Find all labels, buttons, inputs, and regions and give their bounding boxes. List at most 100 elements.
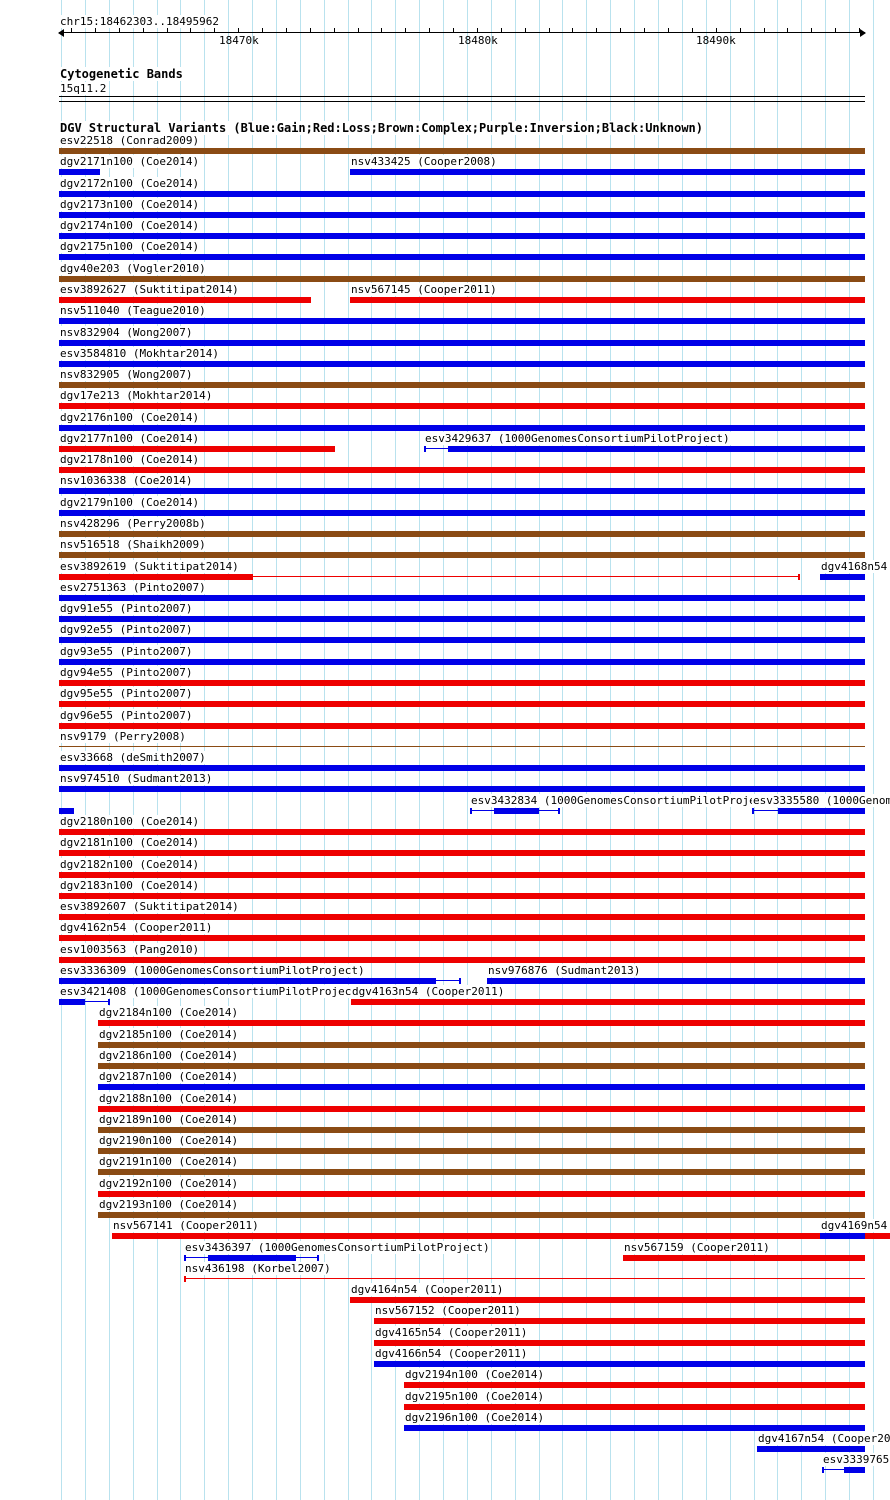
feature-bar[interactable] [59, 361, 865, 367]
feature-connector-line[interactable] [184, 1278, 865, 1279]
feature-bar[interactable] [98, 1169, 865, 1175]
feature-label[interactable]: nsv433425 (Cooper2008) [350, 155, 498, 168]
feature-label[interactable]: dgv2181n100 (Coe2014) [59, 836, 201, 849]
feature-end-tick[interactable] [317, 1255, 319, 1261]
feature-bar[interactable] [208, 1255, 296, 1261]
feature-end-tick[interactable] [459, 978, 461, 984]
feature-label[interactable]: dgv2186n100 (Coe2014) [98, 1049, 240, 1062]
feature-label[interactable]: esv3335580 (1000GenomesConsortiumPilotPr… [752, 794, 890, 807]
feature-label[interactable]: esv3432834 (1000GenomesConsortiumPilotPr… [470, 794, 777, 807]
feature-label[interactable]: dgv2183n100 (Coe2014) [59, 879, 201, 892]
feature-bar[interactable] [59, 872, 865, 878]
feature-label[interactable]: dgv4169n54 (Cooper2011) [820, 1219, 890, 1232]
feature-connector-line[interactable] [424, 448, 448, 449]
feature-label[interactable]: dgv2192n100 (Coe2014) [98, 1177, 240, 1190]
feature-bar[interactable] [59, 254, 865, 260]
feature-bar[interactable] [59, 574, 253, 580]
feature-label[interactable]: dgv2171n100 (Coe2014) [59, 155, 201, 168]
feature-bar[interactable] [98, 1191, 865, 1197]
feature-label[interactable]: nsv428296 (Perry2008b) [59, 517, 207, 530]
feature-label[interactable]: dgv2184n100 (Coe2014) [98, 1006, 240, 1019]
feature-label[interactable]: dgv2182n100 (Coe2014) [59, 858, 201, 871]
feature-connector-line[interactable] [822, 1469, 865, 1470]
feature-bar[interactable] [820, 574, 865, 580]
feature-bar[interactable] [374, 1318, 865, 1324]
feature-bar[interactable] [59, 233, 865, 239]
feature-label[interactable]: dgv2185n100 (Coe2014) [98, 1028, 240, 1041]
feature-bar[interactable] [59, 297, 311, 303]
feature-bar[interactable] [448, 446, 865, 452]
feature-bar[interactable] [59, 595, 865, 601]
feature-label[interactable]: esv3892607 (Suktitipat2014) [59, 900, 240, 913]
feature-label[interactable]: dgv2188n100 (Coe2014) [98, 1092, 240, 1105]
feature-bar[interactable] [98, 1127, 865, 1133]
feature-label[interactable]: esv3421408 (1000GenomesConsortiumPilotPr… [59, 985, 366, 998]
feature-label[interactable]: esv3892627 (Suktitipat2014) [59, 283, 240, 296]
feature-label[interactable]: nsv9179 (Perry2008) [59, 730, 187, 743]
feature-label[interactable]: dgv2177n100 (Coe2014) [59, 432, 201, 445]
feature-label[interactable]: dgv2190n100 (Coe2014) [98, 1134, 240, 1147]
feature-label[interactable]: esv22518 (Conrad2009) [59, 134, 201, 147]
feature-bar[interactable] [59, 680, 865, 686]
feature-bar[interactable] [59, 808, 74, 814]
feature-label[interactable]: esv3339765 [822, 1453, 890, 1466]
feature-label[interactable]: dgv40e203 (Vogler2010) [59, 262, 207, 275]
feature-bar[interactable] [59, 999, 85, 1005]
feature-bar[interactable] [98, 1063, 865, 1069]
feature-bar[interactable] [820, 1233, 865, 1239]
feature-bar[interactable] [59, 935, 865, 941]
feature-bar[interactable] [59, 191, 865, 197]
feature-bar[interactable] [59, 659, 865, 665]
feature-label[interactable]: dgv2196n100 (Coe2014) [404, 1411, 546, 1424]
feature-label[interactable]: dgv2193n100 (Coe2014) [98, 1198, 240, 1211]
feature-label[interactable]: dgv2178n100 (Coe2014) [59, 453, 201, 466]
feature-bar[interactable] [350, 169, 865, 175]
feature-bar[interactable] [59, 893, 865, 899]
feature-bar[interactable] [404, 1404, 865, 1410]
feature-label[interactable]: nsv511040 (Teague2010) [59, 304, 207, 317]
feature-bar[interactable] [59, 765, 865, 771]
feature-bar[interactable] [98, 1106, 865, 1112]
feature-end-tick[interactable] [424, 446, 426, 452]
feature-bar[interactable] [98, 1084, 865, 1090]
feature-end-tick[interactable] [184, 1276, 186, 1282]
feature-label[interactable]: esv3436397 (1000GenomesConsortiumPilotPr… [184, 1241, 491, 1254]
feature-bar[interactable] [59, 829, 865, 835]
feature-connector-line[interactable] [59, 746, 865, 747]
feature-bar[interactable] [112, 1233, 890, 1239]
feature-label[interactable]: esv3892619 (Suktitipat2014) [59, 560, 240, 573]
feature-bar[interactable] [59, 723, 865, 729]
feature-label[interactable]: dgv2180n100 (Coe2014) [59, 815, 201, 828]
feature-end-tick[interactable] [822, 1467, 824, 1473]
feature-end-tick[interactable] [470, 808, 472, 814]
feature-bar[interactable] [98, 1042, 865, 1048]
feature-label[interactable]: nsv567159 (Cooper2011) [623, 1241, 771, 1254]
feature-bar[interactable] [59, 212, 865, 218]
feature-label[interactable]: esv3336309 (1000GenomesConsortiumPilotPr… [59, 964, 366, 977]
feature-end-tick[interactable] [184, 1255, 186, 1261]
feature-bar[interactable] [374, 1361, 865, 1367]
feature-bar[interactable] [350, 1297, 865, 1303]
feature-label[interactable]: nsv1036338 (Coe2014) [59, 474, 194, 487]
feature-bar[interactable] [404, 1382, 865, 1388]
feature-bar[interactable] [59, 467, 865, 473]
feature-bar[interactable] [350, 297, 865, 303]
feature-label[interactable]: esv33668 (deSmith2007) [59, 751, 207, 764]
feature-label[interactable]: nsv976876 (Sudmant2013) [487, 964, 642, 977]
feature-bar[interactable] [59, 510, 865, 516]
feature-label[interactable]: dgv2191n100 (Coe2014) [98, 1155, 240, 1168]
feature-connector-line[interactable] [253, 576, 800, 577]
feature-bar[interactable] [59, 488, 865, 494]
feature-bar[interactable] [778, 808, 865, 814]
feature-label[interactable]: dgv4166n54 (Cooper2011) [374, 1347, 529, 1360]
feature-bar[interactable] [59, 552, 865, 558]
feature-label[interactable]: dgv17e213 (Mokhtar2014) [59, 389, 214, 402]
feature-label[interactable]: dgv4165n54 (Cooper2011) [374, 1326, 529, 1339]
feature-label[interactable]: nsv832904 (Wong2007) [59, 326, 194, 339]
feature-label[interactable]: dgv2187n100 (Coe2014) [98, 1070, 240, 1083]
feature-label[interactable]: esv3429637 (1000GenomesConsortiumPilotPr… [424, 432, 731, 445]
feature-label[interactable]: dgv2189n100 (Coe2014) [98, 1113, 240, 1126]
feature-label[interactable]: dgv2174n100 (Coe2014) [59, 219, 201, 232]
feature-label[interactable]: dgv96e55 (Pinto2007) [59, 709, 194, 722]
feature-end-tick[interactable] [798, 574, 800, 580]
